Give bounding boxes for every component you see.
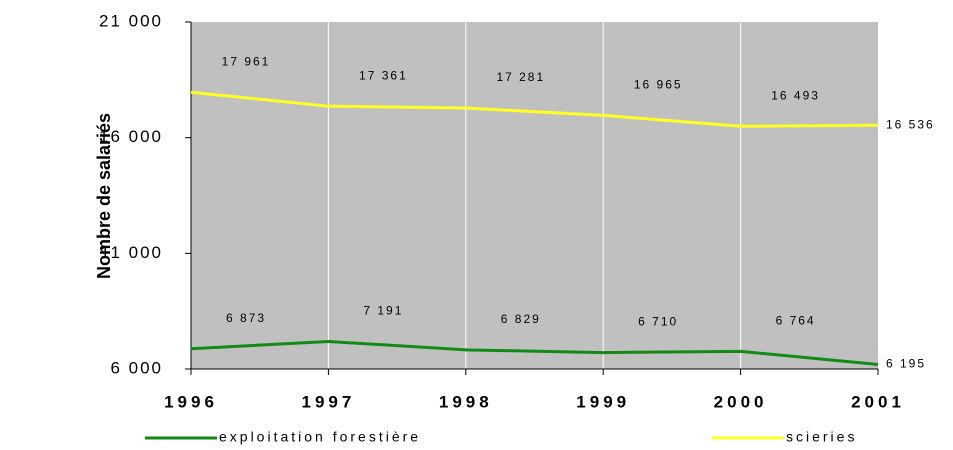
- x-tick-label: 2001: [851, 392, 905, 411]
- legend-label: exploitation forestière: [219, 429, 421, 445]
- plot-area: [191, 22, 878, 369]
- x-tick-label: 2000: [714, 392, 768, 411]
- x-tick-label: 1999: [576, 392, 630, 411]
- data-label: 16 965: [634, 78, 683, 92]
- data-label: 7 191: [363, 304, 403, 318]
- data-label: 6 873: [226, 311, 266, 325]
- y-tick-label: 21 000: [99, 11, 163, 30]
- data-label: 6 829: [501, 312, 541, 326]
- y-tick-label: 16 000: [99, 127, 163, 146]
- y-axis-label: Nombre de salariés: [94, 113, 114, 279]
- y-tick-label: 6 000: [110, 358, 163, 377]
- series-line: [190, 339, 879, 366]
- data-label: 17 281: [496, 70, 545, 84]
- data-label: 6 195: [886, 357, 926, 371]
- y-tick-label: 11 000: [100, 243, 163, 262]
- series-line: [190, 90, 879, 128]
- data-label: 17 361: [359, 68, 408, 82]
- x-tick-label: 1998: [439, 392, 493, 411]
- legend-label: scieries: [786, 429, 857, 445]
- data-label: 16 536: [886, 117, 935, 131]
- x-tick-label: 1996: [164, 392, 218, 411]
- x-tick-label: 1997: [301, 392, 355, 411]
- data-label: 6 710: [638, 315, 678, 329]
- data-label: 17 961: [222, 54, 271, 68]
- data-label: 16 493: [771, 88, 820, 102]
- data-label: 6 764: [776, 313, 816, 327]
